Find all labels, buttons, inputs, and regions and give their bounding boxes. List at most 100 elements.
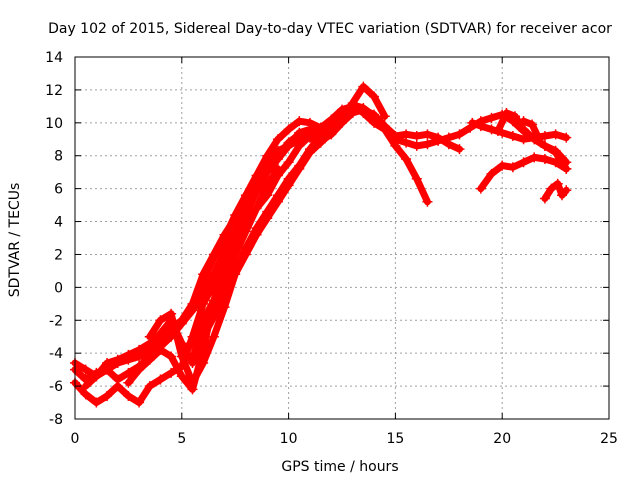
- data-point: [198, 315, 209, 326]
- data-point: [507, 162, 518, 173]
- series-track-12: [518, 116, 546, 148]
- series-line: [541, 180, 570, 203]
- data-point: [467, 117, 478, 128]
- data-point: [294, 129, 305, 140]
- data-point: [155, 374, 166, 385]
- data-point: [561, 163, 572, 174]
- data-point: [561, 132, 572, 143]
- data-point: [155, 328, 166, 339]
- data-point: [550, 147, 561, 158]
- data-point: [166, 367, 177, 378]
- data-point: [422, 139, 433, 150]
- data-point: [550, 129, 561, 140]
- data-point: [283, 180, 294, 191]
- data-point: [358, 107, 369, 118]
- data-point: [262, 150, 273, 161]
- data-point: [529, 152, 540, 163]
- plot-frame: [74, 56, 610, 420]
- data-point: [539, 130, 550, 141]
- data-point: [91, 371, 102, 382]
- series-line: [71, 101, 431, 407]
- data-point: [208, 295, 219, 306]
- x-tick-label: 25: [600, 431, 618, 447]
- data-point: [561, 185, 572, 196]
- y-tick-label: -4: [49, 346, 63, 362]
- data-point: [379, 124, 390, 135]
- data-point: [155, 344, 166, 355]
- data-point: [123, 390, 134, 401]
- data-point: [80, 381, 91, 392]
- data-point: [102, 390, 113, 401]
- data-point: [102, 358, 113, 369]
- data-point: [552, 178, 563, 189]
- data-point: [401, 154, 412, 165]
- series-track-13: [539, 178, 572, 204]
- data-point: [230, 213, 241, 224]
- y-tick-label: -6: [49, 379, 63, 395]
- data-point: [401, 137, 412, 148]
- data-point: [112, 374, 123, 385]
- y-tick-label: 4: [54, 215, 63, 231]
- data-point: [208, 249, 219, 260]
- data-point: [80, 364, 91, 375]
- data-point: [262, 213, 273, 224]
- data-point: [358, 81, 369, 92]
- x-axis-label: GPS time / hours: [281, 459, 398, 475]
- x-tick-label: 20: [493, 431, 511, 447]
- data-point: [230, 249, 241, 260]
- data-point: [91, 397, 102, 408]
- data-point: [240, 226, 251, 237]
- data-point: [144, 381, 155, 392]
- data-point: [557, 190, 568, 201]
- data-point: [208, 311, 219, 322]
- data-point: [486, 168, 497, 179]
- series-line: [468, 119, 570, 143]
- data-point: [219, 229, 230, 240]
- y-tick-label: 0: [54, 280, 63, 296]
- data-point: [304, 147, 315, 158]
- y-tick-label: 12: [45, 83, 63, 99]
- data-point: [134, 348, 145, 359]
- data-point: [251, 178, 262, 189]
- series-track-4: [80, 81, 390, 392]
- data-point: [208, 331, 219, 342]
- data-point: [411, 130, 422, 141]
- data-point: [518, 157, 529, 168]
- y-tick-label: 6: [54, 182, 63, 198]
- data-point: [539, 154, 550, 165]
- data-point: [369, 91, 380, 102]
- data-point: [294, 116, 305, 127]
- data-point: [176, 351, 187, 362]
- data-point: [315, 137, 326, 148]
- y-tick-label: 2: [54, 247, 63, 263]
- series-track-9: [467, 117, 572, 145]
- data-point: [443, 132, 454, 143]
- data-point: [337, 114, 347, 125]
- data-point: [219, 302, 230, 313]
- data-point: [262, 180, 273, 191]
- data-point: [492, 126, 503, 137]
- data-point: [546, 183, 557, 194]
- data-point: [518, 116, 529, 127]
- data-point: [510, 111, 521, 122]
- x-tick-label: 15: [386, 431, 404, 447]
- x-tick-label: 0: [71, 431, 80, 447]
- data-point: [507, 130, 518, 141]
- data-point: [433, 135, 444, 146]
- series-track-1: [70, 104, 465, 385]
- data-point: [187, 298, 198, 309]
- data-point: [112, 354, 123, 365]
- chart-title: Day 102 of 2015, Sidereal Day-to-day VTE…: [48, 21, 612, 37]
- data-point: [535, 137, 546, 148]
- y-tick-label: 14: [45, 50, 63, 66]
- data-point: [304, 130, 315, 141]
- series-line: [124, 119, 335, 393]
- data-point: [144, 354, 155, 365]
- data-point: [539, 193, 550, 204]
- y-axis-label: SDTVAR / TECUs: [7, 183, 23, 298]
- data-point: [272, 134, 283, 145]
- series-track-8: [187, 163, 283, 365]
- data-point: [294, 163, 305, 174]
- data-point: [155, 315, 166, 326]
- data-point: [187, 354, 198, 365]
